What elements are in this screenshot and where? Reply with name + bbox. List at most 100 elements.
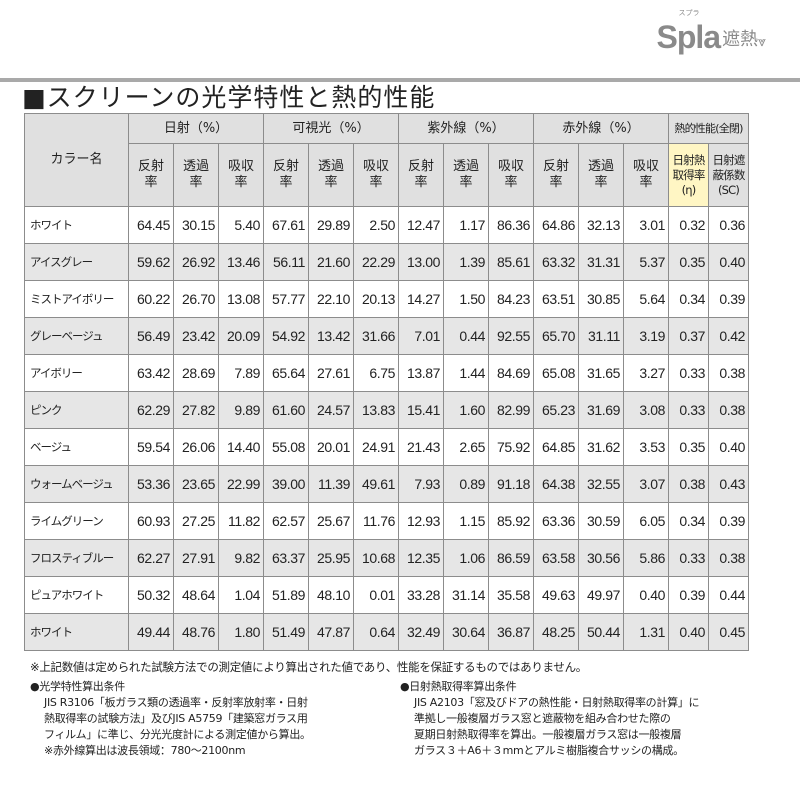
subheader-absorb: 吸収率 <box>353 143 399 207</box>
color-name-cell: ベージュ <box>24 428 129 466</box>
value-cell: 51.49 <box>263 613 309 651</box>
value-cell: 1.39 <box>443 243 489 281</box>
value-cell: 31.65 <box>578 354 624 392</box>
value-cell: 22.99 <box>218 465 264 503</box>
value-cell: 3.19 <box>623 317 669 355</box>
optical-line: JIS R3106「板ガラス類の透過率・反射率放射率・日射 <box>44 696 308 709</box>
color-name-cell: ミストアイボリー <box>24 280 129 318</box>
value-cell: 1.80 <box>218 613 264 651</box>
value-cell: 20.09 <box>218 317 264 355</box>
value-cell: 0.38 <box>668 465 709 503</box>
value-cell: 12.47 <box>398 206 444 244</box>
color-name-cell: アイボリー <box>24 354 129 392</box>
value-cell: 32.55 <box>578 465 624 503</box>
solar-line: JIS A2103「窓及びドアの熱性能・日射熱取得率の計算」に <box>414 696 700 709</box>
header-ir: 赤外線（%） <box>533 113 669 144</box>
subheader-transmit: 透過率 <box>173 143 219 207</box>
conditions: ●光学特性算出条件 JIS R3106「板ガラス類の透過率・反射率放射率・日射 … <box>0 679 800 759</box>
subheader-reflect: 反射率 <box>263 143 309 207</box>
value-cell: 0.01 <box>353 576 399 614</box>
value-cell: 25.95 <box>308 539 354 577</box>
value-cell: 84.69 <box>488 354 534 392</box>
subheader-absorb: 吸収率 <box>488 143 534 207</box>
value-cell: 0.44 <box>708 576 749 614</box>
value-cell: 0.40 <box>623 576 669 614</box>
value-cell: 51.89 <box>263 576 309 614</box>
subheader-absorb: 吸収率 <box>623 143 669 207</box>
value-cell: 31.14 <box>443 576 489 614</box>
value-cell: 33.28 <box>398 576 444 614</box>
table-row: ウォームベージュ 53.36 23.65 22.99 39.00 11.39 49.61 7.… <box>24 465 749 503</box>
value-cell: 1.17 <box>443 206 489 244</box>
value-cell: 6.75 <box>353 354 399 392</box>
value-cell: 27.25 <box>173 502 219 540</box>
value-cell: 60.93 <box>128 502 174 540</box>
value-cell: 49.61 <box>353 465 399 503</box>
value-cell: 30.15 <box>173 206 219 244</box>
value-cell: 0.36 <box>708 206 749 244</box>
spla-logo: Spla スプラ 遮熱 ⩔ <box>657 10 766 54</box>
value-cell: 86.59 <box>488 539 534 577</box>
value-cell: 0.33 <box>668 391 709 429</box>
disclaimer-note: ※上記数値は定められた試験方法での測定値により算出された値であり、性能を保証する… <box>30 660 587 674</box>
value-cell: 0.40 <box>668 613 709 651</box>
value-cell: 91.18 <box>488 465 534 503</box>
value-cell: 29.89 <box>308 206 354 244</box>
value-cell: 31.11 <box>578 317 624 355</box>
table-row: アイスグレー 59.62 26.92 13.46 56.11 21.60 22.29 13.0… <box>24 243 749 281</box>
solar-conditions: ●日射熱取得率算出条件 JIS A2103「窓及びドアの熱性能・日射熱取得率の計… <box>400 679 795 759</box>
value-cell: 20.13 <box>353 280 399 318</box>
value-cell: 22.10 <box>308 280 354 318</box>
color-name-cell: フロスティブルー <box>24 539 129 577</box>
value-cell: 0.32 <box>668 206 709 244</box>
value-cell: 0.33 <box>668 539 709 577</box>
value-cell: 2.65 <box>443 428 489 466</box>
value-cell: 48.64 <box>173 576 219 614</box>
value-cell: 85.61 <box>488 243 534 281</box>
value-cell: 11.76 <box>353 502 399 540</box>
optical-line: フィルム」に準じ、分光光度計による測定値から算出。 <box>44 728 311 741</box>
value-cell: 39.00 <box>263 465 309 503</box>
header-divider <box>0 78 800 82</box>
value-cell: 27.82 <box>173 391 219 429</box>
value-cell: 48.76 <box>173 613 219 651</box>
value-cell: 63.51 <box>533 280 579 318</box>
value-cell: 13.46 <box>218 243 264 281</box>
value-cell: 0.37 <box>668 317 709 355</box>
value-cell: 0.43 <box>708 465 749 503</box>
value-cell: 50.44 <box>578 613 624 651</box>
value-cell: 24.91 <box>353 428 399 466</box>
value-cell: 48.25 <box>533 613 579 651</box>
value-cell: 92.55 <box>488 317 534 355</box>
value-cell: 30.59 <box>578 502 624 540</box>
table-row: ホワイト 64.45 30.15 5.40 67.61 29.89 2.50 12.47 1.1… <box>24 206 749 244</box>
main-content: ■スクリーンの光学特性と熱的性能 カラー名 日射（%） 可視光（%） 紫外線（%… <box>0 84 800 759</box>
value-cell: 0.38 <box>708 539 749 577</box>
header-visible: 可視光（%） <box>263 113 399 144</box>
value-cell: 24.57 <box>308 391 354 429</box>
value-cell: 60.22 <box>128 280 174 318</box>
solar-line: 準拠し一般複層ガラス窓と遮蔽物を組み合わせた際の <box>414 712 671 725</box>
value-cell: 21.43 <box>398 428 444 466</box>
solar-heading: ●日射熱取得率算出条件 <box>400 680 517 693</box>
value-cell: 75.92 <box>488 428 534 466</box>
value-cell: 1.04 <box>218 576 264 614</box>
value-cell: 3.07 <box>623 465 669 503</box>
value-cell: 65.08 <box>533 354 579 392</box>
subheader-transmit: 透過率 <box>578 143 624 207</box>
optical-properties-table: カラー名 日射（%） 可視光（%） 紫外線（%） 赤外線（%） 熱的性能(全閉)… <box>24 113 749 651</box>
value-cell: 30.64 <box>443 613 489 651</box>
value-cell: 3.01 <box>623 206 669 244</box>
value-cell: 25.67 <box>308 502 354 540</box>
solar-line: ガラス３＋A6＋３mmとアルミ樹脂複合サッシの構成。 <box>414 744 684 757</box>
table-row: ホワイト 49.44 48.76 1.80 51.49 47.87 0.64 32.49 30.… <box>24 613 749 651</box>
logo-mark-icon: ⩔ <box>758 34 766 50</box>
table-row: ミストアイボリー 60.22 26.70 13.08 57.77 22.10 20.13 14… <box>24 280 749 318</box>
value-cell: 63.37 <box>263 539 309 577</box>
value-cell: 0.39 <box>668 576 709 614</box>
value-cell: 49.97 <box>578 576 624 614</box>
header-color-name: カラー名 <box>24 113 129 207</box>
value-cell: 63.58 <box>533 539 579 577</box>
value-cell: 48.10 <box>308 576 354 614</box>
value-cell: 0.40 <box>708 243 749 281</box>
